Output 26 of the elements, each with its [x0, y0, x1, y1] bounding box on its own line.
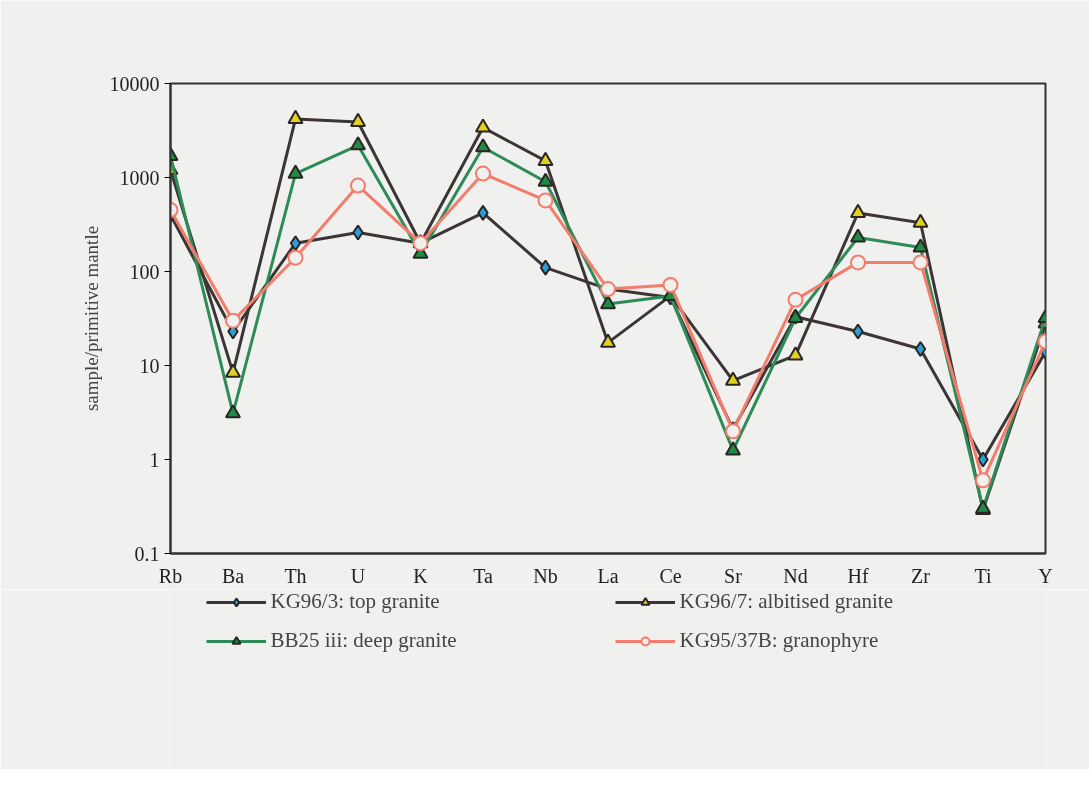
legend-label: KG96/7: albitised granite [679, 589, 894, 614]
x-tick-label: Hf [847, 564, 869, 587]
legend-label: KG95/37B: granophyre [679, 628, 880, 653]
y-tick-label: 10000 [109, 72, 160, 95]
x-tick-label: Ti [974, 564, 992, 587]
x-tick-label: Rb [158, 564, 183, 587]
x-tick-label: Ce [659, 564, 682, 587]
x-tick-label: Nd [783, 564, 808, 587]
x-tick-label: Y [1038, 564, 1053, 587]
x-tick-label: K [413, 564, 429, 587]
x-tick-label: Nb [533, 564, 558, 587]
x-tick-label: Ta [473, 564, 493, 587]
legend-label: BB25 iii: deep granite [270, 628, 458, 653]
x-tick-label: Ba [221, 564, 245, 587]
y-axis-title: sample/primitive mantle [80, 225, 102, 412]
y-tick-label: 1000 [119, 166, 160, 189]
x-tick-label: Sr [724, 564, 743, 587]
x-tick-label: Zr [911, 564, 931, 587]
y-tick-label: 0.1 [134, 542, 160, 565]
y-tick-label: 1 [149, 448, 160, 471]
x-tick-label: La [597, 564, 619, 587]
y-tick-label: 100 [129, 260, 160, 283]
x-tick-label: Th [284, 564, 307, 587]
legend-label: KG96/3: top granite [270, 589, 441, 614]
x-tick-label: U [350, 564, 366, 587]
y-tick-label: 10 [139, 354, 160, 377]
